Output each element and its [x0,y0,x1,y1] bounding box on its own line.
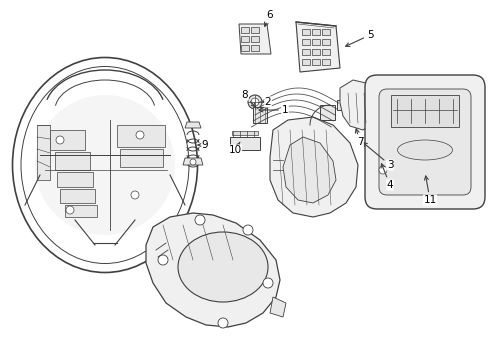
Polygon shape [117,125,165,147]
Circle shape [56,136,64,144]
Polygon shape [37,125,50,180]
Circle shape [66,206,74,214]
Polygon shape [270,117,358,217]
Polygon shape [302,49,310,55]
Circle shape [248,95,262,109]
Polygon shape [55,152,90,170]
Polygon shape [230,137,260,150]
Circle shape [190,159,196,165]
Polygon shape [322,29,330,35]
Polygon shape [283,137,336,203]
Polygon shape [241,36,249,42]
Polygon shape [312,49,320,55]
Polygon shape [50,130,85,150]
Polygon shape [232,131,258,135]
FancyBboxPatch shape [391,95,459,127]
Polygon shape [251,27,259,33]
Polygon shape [322,39,330,45]
Polygon shape [270,297,286,317]
FancyBboxPatch shape [365,75,485,209]
Polygon shape [312,29,320,35]
Text: 6: 6 [265,10,273,26]
Polygon shape [239,24,271,54]
Text: 10: 10 [228,142,242,155]
Text: 3: 3 [363,143,393,170]
Circle shape [243,225,253,235]
FancyBboxPatch shape [379,89,471,195]
Circle shape [195,215,205,225]
Polygon shape [312,39,320,45]
Text: 11: 11 [423,176,437,205]
Ellipse shape [35,95,175,235]
Polygon shape [302,39,310,45]
Text: 2: 2 [263,97,271,107]
Ellipse shape [178,232,268,302]
Polygon shape [65,205,97,217]
Text: 5: 5 [345,30,373,46]
Polygon shape [322,49,330,55]
Polygon shape [322,59,330,65]
Polygon shape [302,59,310,65]
Circle shape [136,131,144,139]
Text: 7: 7 [355,129,363,147]
Polygon shape [146,213,280,327]
Polygon shape [57,172,93,187]
Polygon shape [60,189,95,203]
Polygon shape [337,100,350,110]
Polygon shape [183,158,203,165]
Polygon shape [251,45,259,51]
Polygon shape [253,107,267,123]
Polygon shape [185,122,201,128]
Polygon shape [340,80,380,130]
Text: 8: 8 [242,90,255,107]
Polygon shape [241,45,249,51]
Circle shape [263,278,273,288]
Polygon shape [376,110,388,120]
Ellipse shape [397,140,452,160]
Circle shape [158,255,168,265]
Polygon shape [378,90,390,100]
Ellipse shape [21,67,189,264]
Polygon shape [312,59,320,65]
Polygon shape [320,105,335,120]
Circle shape [379,166,387,174]
Polygon shape [120,149,163,167]
Polygon shape [251,36,259,42]
Circle shape [218,318,228,328]
Text: 4: 4 [381,164,393,190]
Text: 1: 1 [259,105,288,115]
Circle shape [131,191,139,199]
Polygon shape [296,22,340,72]
Circle shape [251,98,259,106]
Polygon shape [241,27,249,33]
Polygon shape [302,29,310,35]
Text: 9: 9 [198,140,208,150]
